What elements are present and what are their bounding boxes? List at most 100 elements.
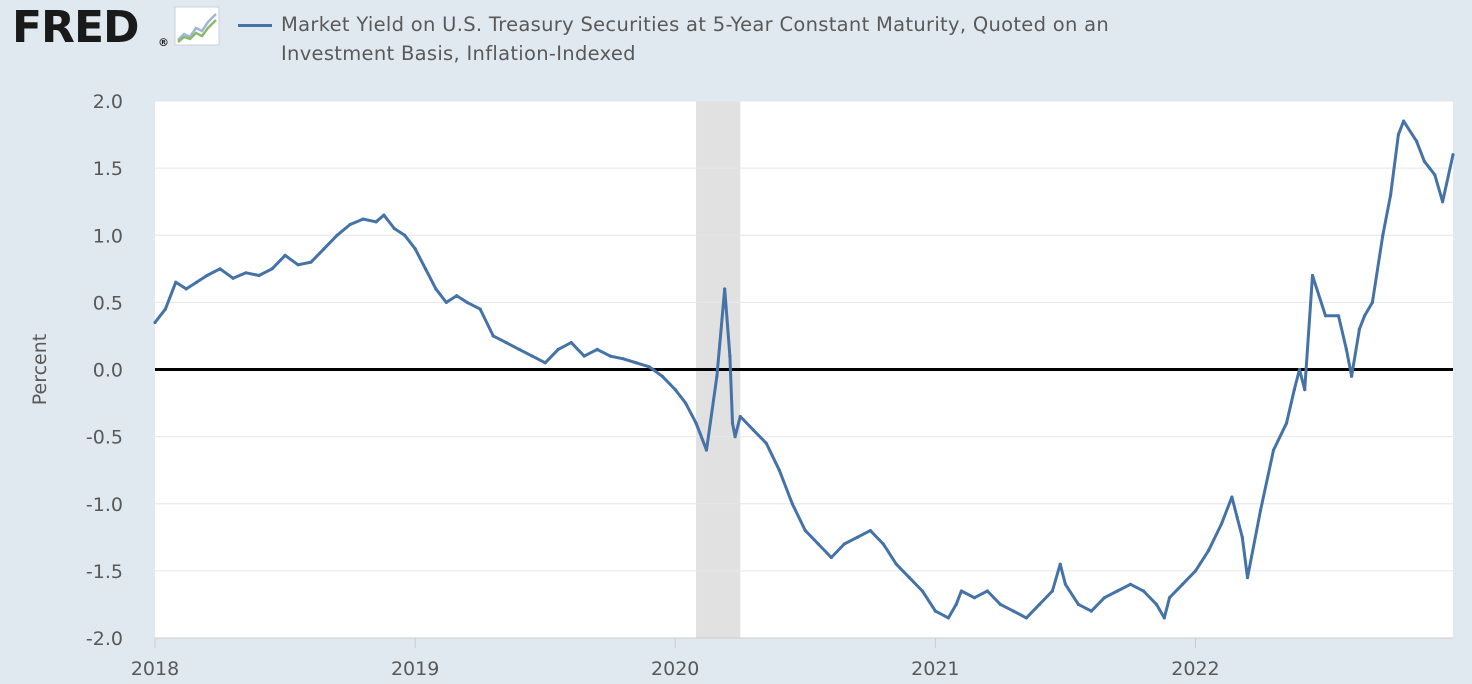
data-point: [309, 260, 313, 264]
data-point: [733, 435, 737, 439]
data-point: [723, 287, 727, 291]
data-point: [1362, 314, 1367, 318]
data-point: [1349, 374, 1354, 378]
registered-mark: ®: [158, 36, 169, 49]
data-point: [1235, 515, 1239, 519]
data-point: [1433, 173, 1437, 177]
data-point: [244, 271, 248, 275]
data-point: [1258, 508, 1263, 513]
data-point: [1427, 166, 1432, 170]
data-point: [816, 542, 820, 546]
y-tick-label: 0.5: [93, 292, 123, 314]
data-point: [1284, 421, 1289, 425]
data-point: [517, 347, 521, 351]
data-point: [868, 529, 872, 533]
data-point: [153, 320, 157, 325]
data-point: [920, 589, 924, 593]
data-point: [382, 213, 386, 217]
data-point: [530, 354, 534, 358]
data-point: [1180, 582, 1185, 586]
x-tick-label: 2021: [911, 658, 959, 680]
data-point: [1058, 562, 1062, 566]
data-point: [1440, 200, 1445, 204]
data-point: [1344, 347, 1348, 351]
data-point: [946, 616, 950, 620]
data-point: [1323, 314, 1328, 318]
data-point: [1357, 327, 1361, 331]
data-point: [730, 421, 735, 425]
data-point: [1414, 139, 1419, 143]
data-point: [322, 247, 326, 251]
data-point: [933, 609, 937, 613]
data-point: [1154, 602, 1159, 607]
chart-header: FRED ® Market Yield on U.S. Treasury Sec…: [0, 0, 1472, 80]
data-point: [1011, 609, 1015, 613]
data-point: [1219, 522, 1224, 526]
data-point: [1245, 575, 1250, 580]
data-point: [959, 589, 963, 593]
data-point: [392, 226, 396, 231]
data-point: [790, 502, 794, 506]
data-point: [1115, 589, 1120, 593]
data-point: [1024, 616, 1029, 620]
data-point: [881, 542, 885, 546]
data-point: [556, 347, 560, 351]
data-point: [715, 374, 719, 378]
data-point: [195, 280, 199, 284]
data-point: [985, 589, 989, 593]
fred-sparkline-icon: [174, 6, 220, 46]
data-point: [829, 555, 833, 560]
data-point: [1167, 596, 1172, 600]
data-point: [374, 220, 378, 224]
data-point: [673, 388, 677, 392]
y-tick-label: 1.0: [93, 225, 123, 247]
data-point: [1206, 549, 1211, 553]
data-point: [704, 448, 709, 452]
data-point: [764, 441, 768, 445]
x-tick-label: 2019: [391, 658, 439, 680]
data-point: [1292, 388, 1296, 392]
data-point: [1141, 589, 1146, 593]
data-point: [1381, 233, 1385, 237]
data-point: [1063, 582, 1068, 586]
data-point: [423, 267, 428, 271]
y-tick-label: -1.5: [86, 561, 123, 583]
data-point: [543, 361, 547, 365]
data-point: [403, 233, 407, 237]
data-point: [621, 357, 625, 361]
data-point: [634, 361, 638, 365]
data-point: [163, 307, 168, 311]
y-tick-label: 1.5: [93, 158, 123, 180]
data-point: [751, 428, 755, 432]
data-point: [1422, 159, 1426, 164]
data-point: [972, 596, 976, 600]
data-point: [434, 287, 438, 291]
data-point: [1396, 132, 1400, 137]
y-axis-label: Percent: [29, 334, 51, 406]
data-point: [444, 300, 448, 304]
data-point: [1451, 153, 1455, 157]
data-point: [1370, 300, 1374, 304]
title-line-1: Market Yield on U.S. Treasury Securities…: [281, 13, 1110, 36]
data-point: [728, 354, 732, 358]
x-tick-label: 2022: [1171, 658, 1219, 680]
data-point: [1102, 596, 1107, 600]
data-point: [803, 529, 807, 533]
data-point: [1162, 616, 1166, 620]
data-point: [569, 341, 573, 345]
fred-logo[interactable]: FRED: [12, 2, 140, 53]
data-point: [283, 253, 287, 257]
data-point: [1271, 448, 1276, 452]
data-point: [842, 542, 846, 546]
data-point: [738, 414, 742, 419]
data-point: [1089, 609, 1094, 613]
data-point: [1128, 582, 1133, 586]
data-point: [1336, 314, 1341, 318]
data-point: [894, 562, 898, 566]
series-legend-swatch: [238, 24, 272, 27]
data-point: [647, 365, 651, 369]
data-point: [855, 535, 859, 539]
y-tick-label: 0.0: [93, 360, 123, 382]
data-point: [465, 300, 469, 304]
